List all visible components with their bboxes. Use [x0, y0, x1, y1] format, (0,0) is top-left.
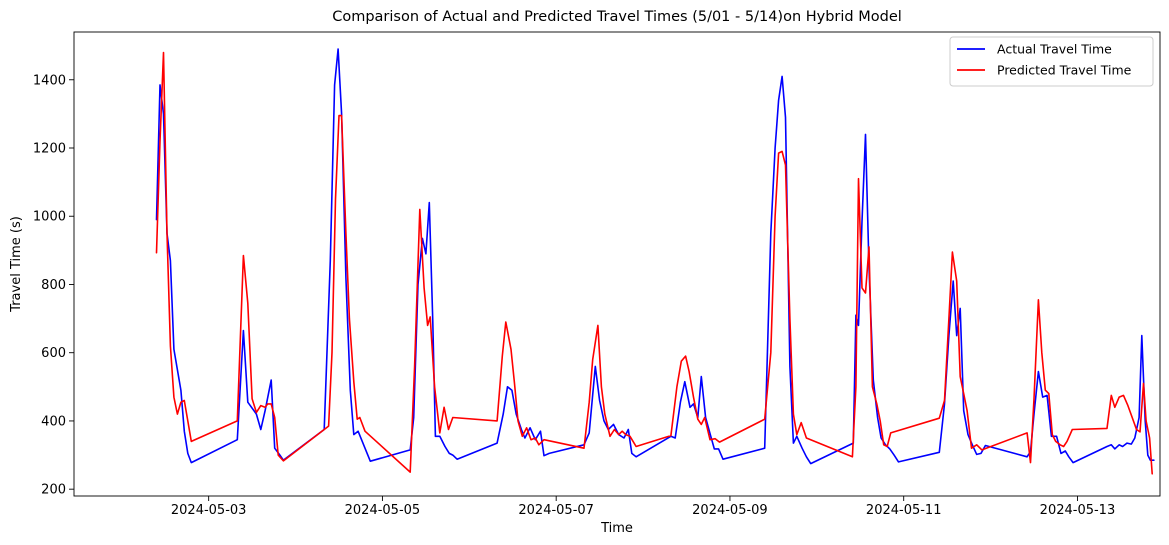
- y-tick-label: 1200: [33, 142, 66, 157]
- plot-area: [155, 48, 1155, 475]
- y-tick-label: 400: [41, 414, 66, 429]
- legend: Actual Travel Time Predicted Travel Time: [949, 36, 1154, 87]
- x-tick-label: 2024-05-05: [345, 503, 421, 518]
- legend-label: Actual Travel Time: [997, 42, 1112, 57]
- x-tick-label: 2024-05-03: [171, 503, 247, 518]
- x-tick-label: 2024-05-13: [1040, 503, 1116, 518]
- x-tick-label: 2024-05-07: [518, 503, 594, 518]
- series-line-predicted: [155, 51, 1153, 475]
- x-axis: 2024-05-03 2024-05-05 2024-05-07 2024-05-09…: [171, 496, 1115, 518]
- x-tick-label: 2024-05-09: [692, 503, 768, 518]
- legend-box: [949, 36, 1154, 87]
- y-tick-label: 1400: [33, 73, 66, 88]
- y-axis-label: Travel Time (s): [9, 216, 24, 313]
- legend-label: Predicted Travel Time: [997, 63, 1132, 78]
- x-axis-label: Time: [600, 521, 633, 536]
- chart-title: Comparison of Actual and Predicted Trave…: [332, 9, 902, 25]
- y-axis: 200 400 600 800 1000 1200 1400: [33, 73, 74, 498]
- y-tick-label: 1000: [33, 210, 66, 225]
- y-tick-label: 600: [41, 346, 66, 361]
- y-tick-label: 200: [41, 483, 66, 498]
- plot-frame: [73, 31, 1161, 497]
- y-tick-label: 800: [41, 278, 66, 293]
- x-tick-label: 2024-05-11: [866, 503, 942, 518]
